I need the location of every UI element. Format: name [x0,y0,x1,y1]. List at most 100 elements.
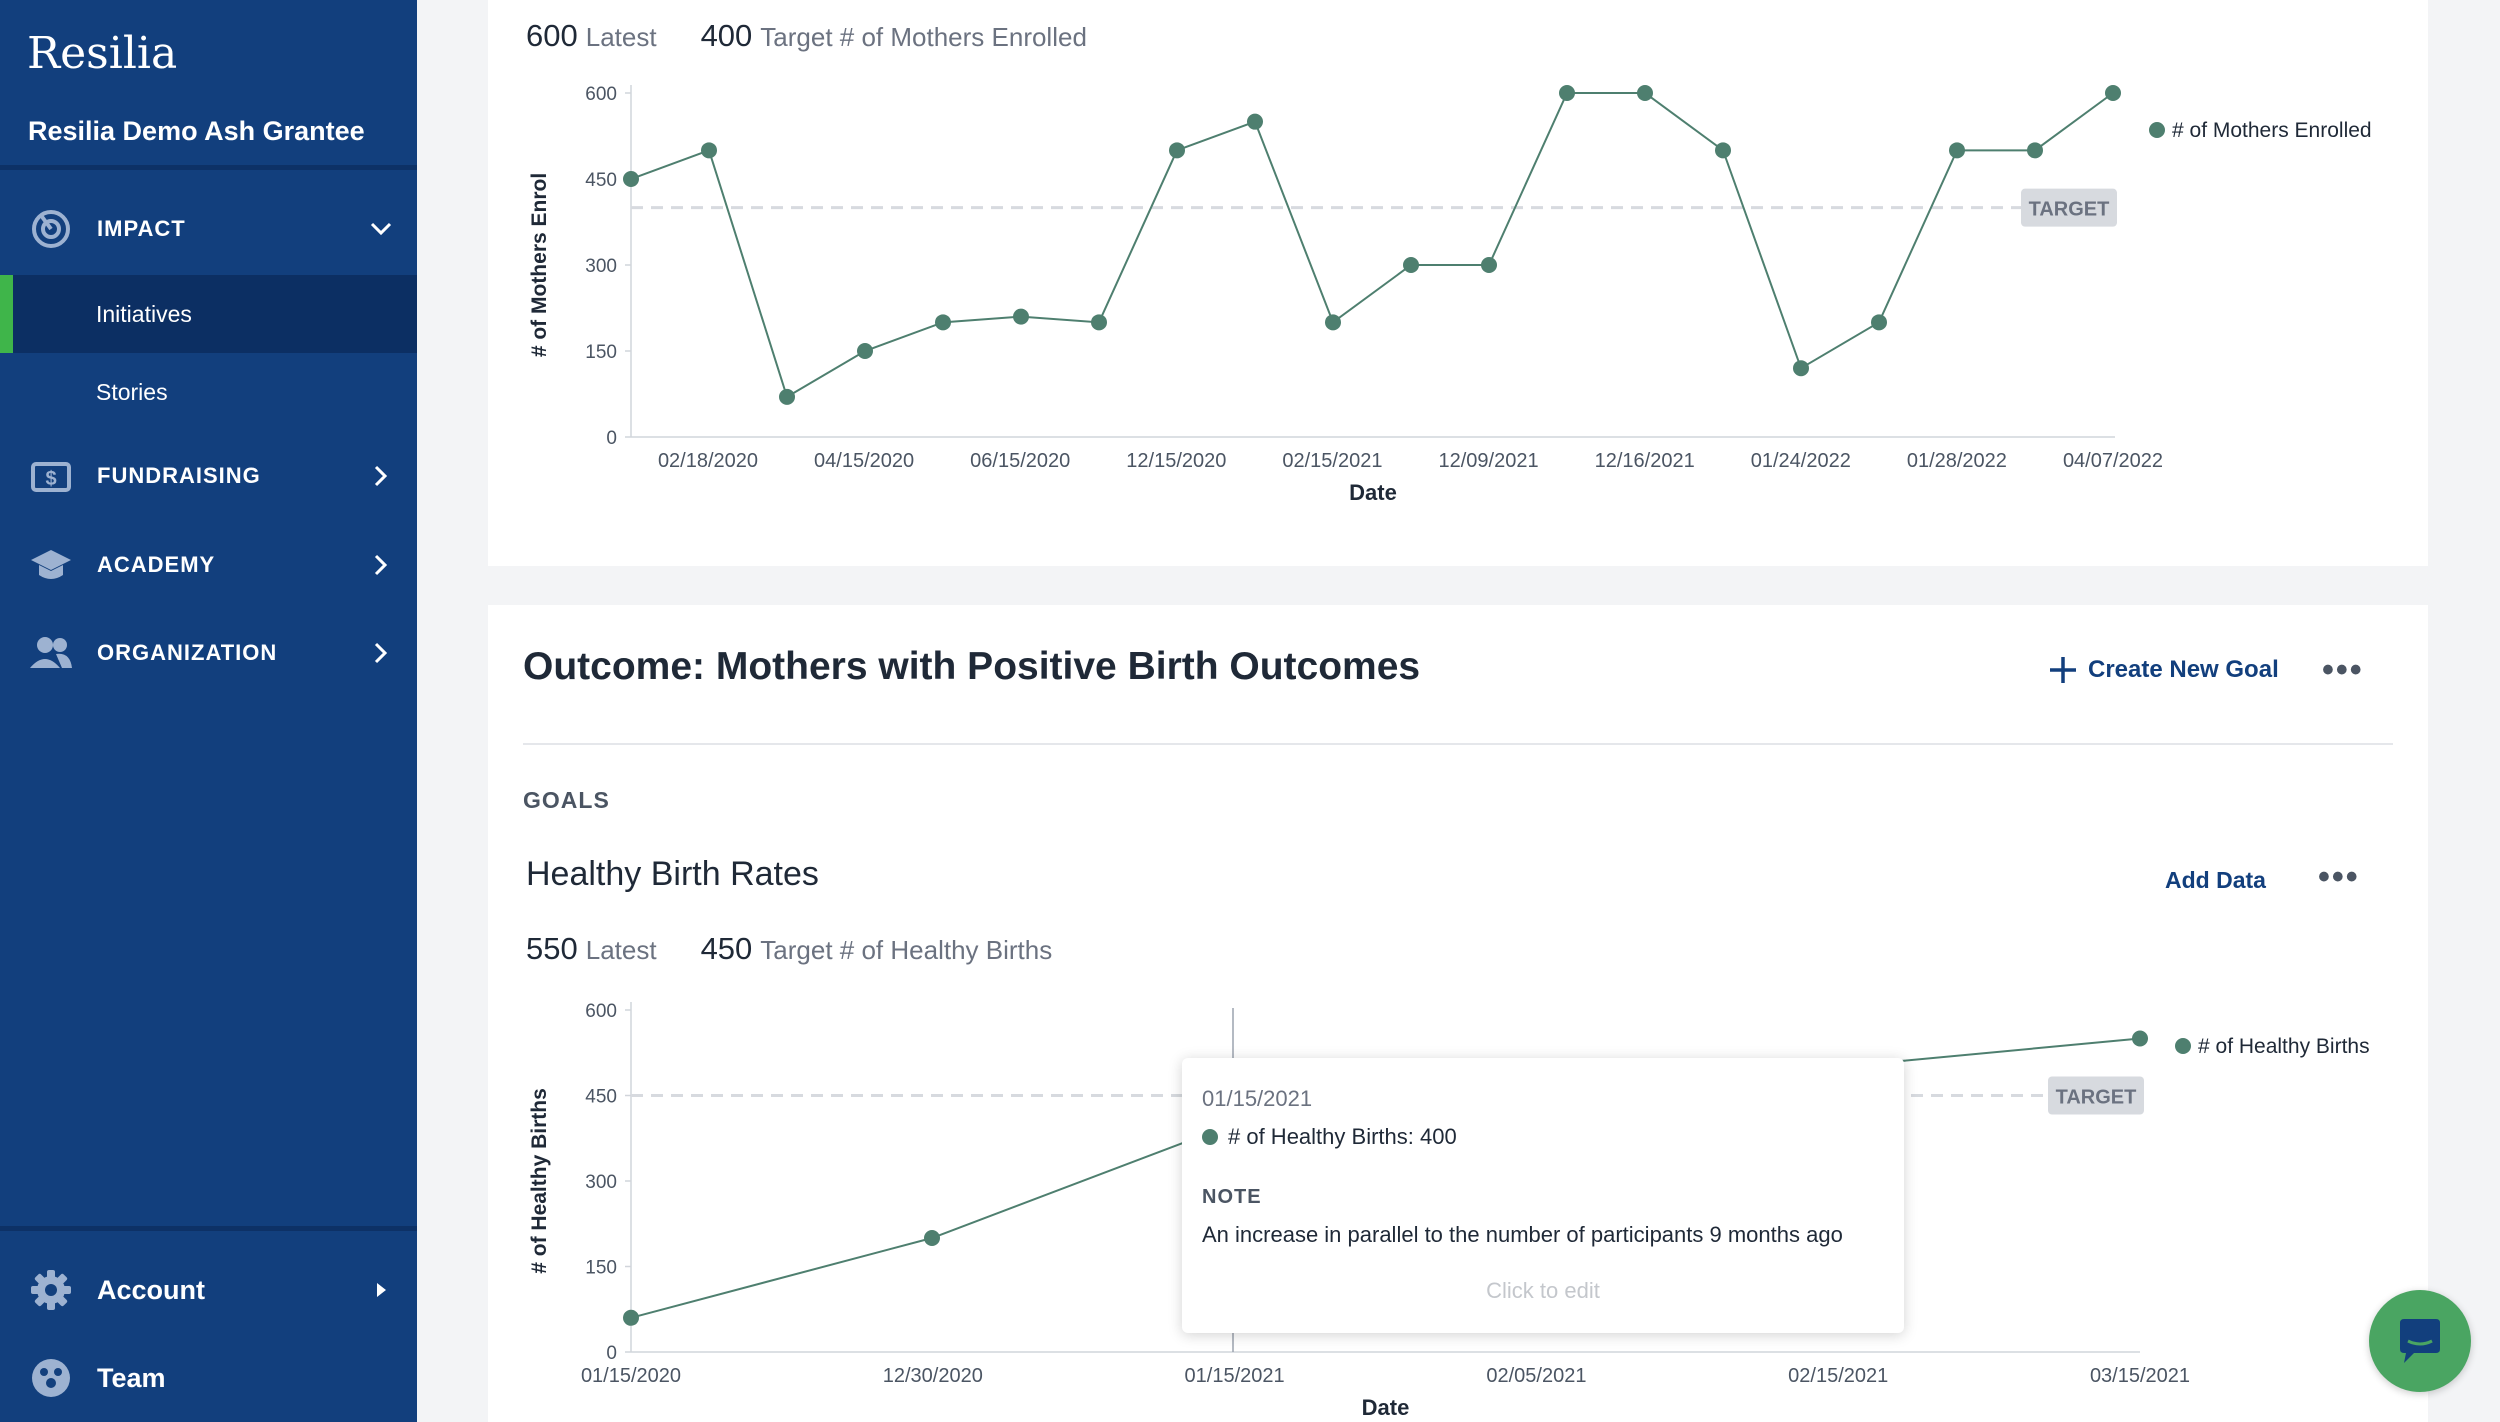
goal-title: Healthy Birth Rates [526,855,819,893]
sidebar-divider [0,165,417,170]
nav-item-stories[interactable]: Stories [0,353,417,431]
target-tag [2021,188,2117,227]
nav-label-stories: Stories [96,378,168,405]
sidebar-divider [0,1226,417,1231]
x-tick-label: 06/15/2020 [970,450,1070,472]
goal-card-mothers-enrolled: 600 Latest 400 Target # of Mothers Enrol… [488,0,2428,566]
data-point [1091,314,1107,331]
chat-bubble-icon [2400,1319,2440,1363]
series-line [630,92,2114,399]
data-point [2027,142,2043,159]
x-tick-label: 04/15/2020 [814,450,914,472]
nav-item-organization[interactable]: ORGANIZATION [0,618,417,688]
tooltip-note-label: NOTE [1202,1186,1262,1208]
impact-icon [28,206,74,252]
add-data-button[interactable]: Add Data [2165,867,2266,893]
data-point [1871,314,1887,331]
organization-name: Resilia Demo Ash Grantee [28,116,365,146]
data-point [1637,85,1653,101]
create-new-goal-button[interactable]: Create New Goal [2048,655,2279,685]
outcome-title: Outcome: Mothers with Positive Birth Out… [523,645,1421,688]
y-tick-label: 600 [585,84,617,105]
nav-label-fundraising: FUNDRAISING [97,463,261,488]
tooltip-click-to-edit[interactable]: Click to edit [1486,1278,1600,1303]
data-point [1949,142,1965,159]
goals-section-label: GOALS [523,787,610,813]
brand-logo[interactable]: Resilia [27,28,178,79]
data-point [701,142,717,159]
x-axis-label: Date [1349,480,1397,505]
data-point [857,343,873,359]
plus-icon [2050,657,2076,683]
data-point [1247,113,1263,130]
chevron-right-icon[interactable] [366,461,396,491]
target-label: Target # of Healthy Births [760,935,1053,965]
x-tick-label: 12/15/2020 [1126,450,1226,472]
tooltip-date: 01/15/2021 [1202,1086,1313,1111]
y-tick-label: 0 [606,428,617,449]
sidebar: Resilia Resilia Demo Ash Grantee IMPACT … [0,0,417,1422]
nav-item-initiatives[interactable]: Initiatives [0,275,417,353]
create-new-goal-label: Create New Goal [2088,656,2279,683]
active-indicator [0,275,13,353]
latest-value: 550 [526,931,578,966]
latest-label: Latest [585,935,657,965]
target-value: 450 [700,931,753,966]
chart-tooltip[interactable]: 01/15/2021 # of Healthy Births: 400 NOTE… [1182,1058,1904,1333]
x-tick-label: 01/28/2022 [1907,450,2007,472]
team-icon [28,1355,74,1401]
legend-label: # of Mothers Enrolled [2172,119,2372,142]
nav-item-fundraising[interactable]: $ FUNDRAISING [0,441,417,511]
money-icon: $ [28,453,74,499]
tooltip-note: An increase in parallel to the number of… [1202,1222,1843,1247]
chevron-right-icon[interactable] [366,550,396,580]
data-point [1559,85,1575,101]
data-point [1013,308,1029,325]
data-point [1169,142,1185,159]
goal-stats: 550 Latest 450 Target # of Healthy Birth… [526,931,1052,967]
nav-label-initiatives: Initiatives [96,300,192,327]
nav-label-account: Account [97,1274,205,1305]
gear-icon [28,1267,74,1313]
tooltip-series-value: # of Healthy Births: 400 [1228,1124,1457,1149]
x-tick-label: 02/15/2021 [1282,450,1382,472]
mothers-enrolled-chart: 0 150 300 450 600 # of Mothers Enrol 02/18/202… [528,84,2372,505]
data-point [1325,314,1341,331]
data-point [1715,142,1731,159]
chat-button[interactable] [2369,1290,2471,1392]
y-axis-label: # of Mothers Enrol [528,173,551,357]
data-point [1481,257,1497,273]
nav-label-impact: IMPACT [97,216,186,241]
outcome-divider [523,743,2393,745]
chevron-right-icon[interactable] [366,638,396,668]
nav-item-account[interactable]: Account [0,1255,417,1325]
nav-label-organization: ORGANIZATION [97,640,278,665]
outcome-more-icon[interactable]: ••• [2322,651,2364,689]
series-dot-icon [1202,1129,1218,1145]
data-point [1793,360,1809,377]
x-tick-label: 04/07/2022 [2063,450,2163,472]
x-tick-label: 02/18/2020 [658,450,758,472]
goal-more-icon[interactable]: ••• [2318,858,2360,896]
goal-stats: 600 Latest 400 Target # of Mothers Enrol… [526,18,1087,54]
target-tag-label: TARGET [2029,199,2110,221]
data-point [779,388,795,405]
data-point [623,171,639,187]
target-label: Target # of Mothers Enrolled [760,22,1087,52]
latest-value: 600 [526,18,578,53]
data-point [935,314,951,331]
x-tick-label: 12/09/2021 [1439,450,1539,472]
nav-item-team[interactable]: Team [0,1343,417,1413]
chevron-down-icon[interactable] [366,214,396,244]
x-tick-label: 12/16/2021 [1595,450,1695,472]
nav-item-impact[interactable]: IMPACT [0,194,417,264]
latest-label: Latest [585,22,657,52]
y-tick-label: 450 [585,170,617,191]
caret-right-icon[interactable] [366,1275,396,1305]
target-value: 400 [700,18,753,53]
nav-label-academy: ACADEMY [97,552,216,577]
people-icon [28,630,74,676]
data-point [1403,257,1419,273]
y-tick-label: 300 [585,256,617,277]
nav-item-academy[interactable]: ACADEMY [0,530,417,600]
